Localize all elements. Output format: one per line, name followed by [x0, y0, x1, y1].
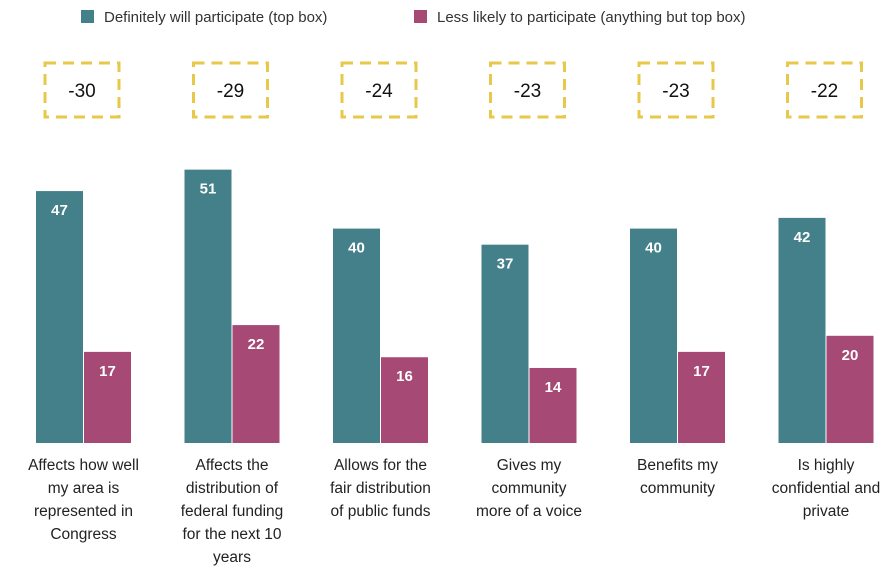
- difference-box: [489, 61, 566, 119]
- bar-less-likely: [529, 367, 577, 443]
- legend-label-1: Less likely to participate (anything but…: [437, 9, 746, 26]
- category-label-line: Affects the: [196, 457, 269, 474]
- category-label-line: community: [492, 480, 567, 497]
- data-label: 20: [842, 347, 859, 364]
- category-label-line: Affects how well: [28, 457, 139, 474]
- data-label: 17: [693, 363, 710, 380]
- difference-value: -22: [811, 81, 838, 102]
- category-label-line: of public funds: [331, 503, 431, 520]
- category-label-line: Is highly: [798, 457, 855, 474]
- category-labels: Affects how well my area is represented in…: [28, 457, 880, 566]
- difference-box: [43, 61, 121, 119]
- data-label: 37: [497, 256, 514, 273]
- category-label-line: Congress: [50, 526, 117, 543]
- data-label: 22: [248, 336, 265, 353]
- bar-less-likely: [826, 335, 874, 443]
- category-label-line: represented in: [34, 503, 133, 520]
- bar-definitely: [333, 228, 380, 443]
- bar-less-likely: [84, 351, 131, 443]
- data-label: 42: [794, 229, 811, 246]
- data-label: 14: [545, 379, 562, 396]
- bar-definitely: [184, 169, 232, 443]
- difference-box: [786, 61, 863, 119]
- category-label-line: my area is: [48, 480, 120, 497]
- data-label: 40: [348, 240, 365, 257]
- difference-box: [340, 61, 418, 119]
- data-label: 16: [396, 368, 413, 385]
- category-label: Is highly confidential and private: [772, 457, 881, 520]
- bar-definitely: [778, 217, 826, 443]
- difference-boxes: -30 -29 -24 -23 -23 -22: [43, 61, 863, 119]
- bar-definitely: [630, 228, 677, 443]
- difference-value: -23: [514, 81, 541, 102]
- bar-definitely: [481, 244, 529, 443]
- category-label-line: fair distribution: [330, 480, 431, 497]
- category-label-line: more of a voice: [476, 503, 582, 520]
- bar-less-likely: [232, 325, 280, 443]
- legend-swatch-0: [81, 10, 94, 23]
- category-label-line: Benefits my: [637, 457, 718, 474]
- bar-less-likely: [678, 351, 725, 443]
- difference-box: [192, 61, 269, 119]
- legend-label-0: Definitely will participate (top box): [104, 9, 327, 26]
- category-label: Allows for the fair distribution of public…: [330, 457, 431, 520]
- category-label-line: years: [213, 549, 251, 566]
- difference-value: -29: [217, 81, 244, 102]
- category-label: Affects the distribution of federal fundin…: [181, 457, 284, 566]
- data-label: 40: [645, 240, 662, 257]
- category-label-line: private: [803, 503, 850, 520]
- difference-value: -23: [662, 81, 689, 102]
- category-label: Benefits my community: [637, 457, 718, 497]
- category-label: Gives my community more of a voice: [476, 457, 582, 520]
- bars: 47 17 51 22 40 16 37 14 40 17 42 20: [36, 169, 874, 443]
- category-label-line: federal funding: [181, 503, 284, 520]
- bar-definitely: [36, 191, 83, 443]
- category-label-line: Gives my: [497, 457, 562, 474]
- category-label: Affects how well my area is represented in…: [28, 457, 139, 543]
- bar-less-likely: [381, 357, 428, 443]
- data-label: 51: [200, 181, 217, 198]
- category-label-line: community: [640, 480, 715, 497]
- difference-value: -30: [68, 81, 95, 102]
- category-label-line: for the next 10: [182, 526, 281, 543]
- category-label-line: Allows for the: [334, 457, 427, 474]
- category-label-line: confidential and: [772, 480, 881, 497]
- data-label: 17: [99, 363, 116, 380]
- legend-swatch-1: [414, 10, 427, 23]
- difference-value: -24: [365, 81, 393, 102]
- data-label: 47: [51, 202, 68, 219]
- category-label-line: distribution of: [186, 480, 279, 497]
- legend: Definitely will participate (top box) Les…: [81, 9, 746, 26]
- difference-box: [637, 61, 715, 119]
